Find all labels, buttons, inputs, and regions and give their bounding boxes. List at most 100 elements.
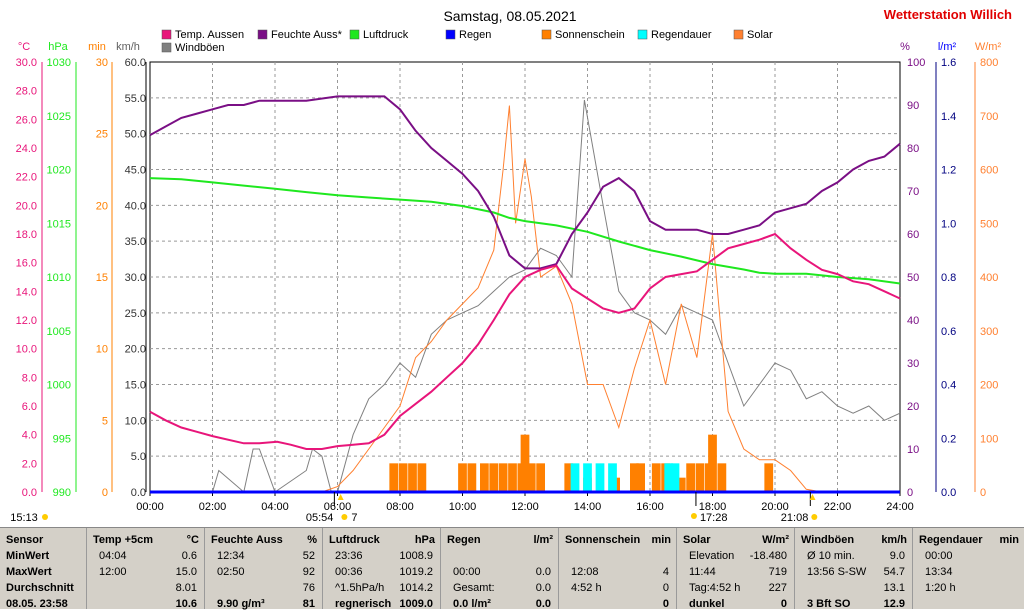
temp-tick-label: 18.0 (16, 229, 37, 241)
sunshine-bar (526, 463, 536, 492)
stats-cell-value: 8.01 (175, 582, 197, 594)
stats-cell-value: 0 (780, 598, 787, 610)
temp-tick-label: 16.0 (16, 258, 37, 270)
series-line-solar (321, 105, 822, 493)
sunrise-extra-label: 7 (351, 512, 357, 524)
x-tick-label: 00:00 (136, 501, 164, 513)
stats-cell-time: 02:50 (217, 566, 245, 578)
stats-cell-value: 0.6 (181, 550, 197, 562)
rain-tick-label: 0.6 (941, 326, 956, 338)
stats-column: Luftdruck hPa 23:36 1008.9 00:36 1019.2 ^1.5hP… (322, 528, 441, 610)
stats-cell-value: 10.6 (175, 598, 197, 610)
pressure-tick-label: 1025 (47, 111, 71, 123)
sunrise-icon (341, 514, 348, 520)
sunset-label: 21:08 (781, 512, 809, 524)
wind-tick-label: 35.0 (125, 236, 146, 248)
stats-cell-value: -18.480 (749, 550, 787, 562)
legend-swatch (733, 29, 744, 40)
stats-column-header: Solar (683, 534, 711, 546)
sunshine-bar (708, 434, 717, 492)
stats-column-header: Regendauer (919, 534, 983, 546)
wind-tick-label: 10.0 (125, 415, 146, 427)
legend-label: Regendauer (651, 29, 712, 41)
sunshine-bar (467, 463, 477, 492)
rain-tick-label: 1.2 (941, 165, 956, 177)
stats-row-label: MinWert (6, 550, 50, 562)
stats-cell-value: 1019.2 (399, 566, 433, 578)
humidity-tick-label: 90 (907, 100, 919, 112)
stats-column-unit: hPa (414, 534, 435, 546)
humidity-tick-label: 50 (907, 272, 919, 284)
stats-cell-value: 227 (768, 582, 787, 594)
stats-cell-time: 11:44 (689, 566, 716, 578)
stats-row-label: Durchschnitt (6, 582, 74, 594)
legend-label: Luftdruck (363, 29, 409, 41)
legend-swatch (541, 29, 552, 40)
raindur-bar (608, 463, 617, 492)
stats-cell-value: 12.9 (883, 598, 905, 610)
x-tick-label: 02:00 (199, 501, 227, 513)
stats-label-column: Sensor MinWert MaxWert Durchschnitt 08.0… (0, 528, 86, 610)
series-line-temp-aussen (149, 232, 901, 450)
x-tick-label: 18:00 (699, 501, 727, 513)
stats-cell-time: 23:36 (335, 550, 363, 562)
legend-swatch (637, 29, 648, 40)
pressure-tick-label: 1020 (47, 165, 71, 177)
statistics-table: Sensor MinWert MaxWert Durchschnitt 08.0… (0, 527, 1024, 610)
stats-column: Regen l/m² 00:00 0.0 Gesamt: 0.0 0.0 l/m² 0.0 (440, 528, 559, 610)
sunshine-bar (417, 463, 427, 492)
legend-label: Regen (459, 29, 491, 41)
stats-cell-value: 0.0 (535, 598, 551, 610)
sunshine-bar (686, 463, 695, 492)
humidity-tick-label: 60 (907, 229, 919, 241)
stats-column-unit: min (651, 534, 671, 546)
stats-column-header: Luftdruck (329, 534, 380, 546)
pressure-tick-label: 1010 (47, 272, 71, 284)
sun-icon (42, 514, 48, 520)
stats-cell-time: 04:04 (99, 550, 127, 562)
stats-column-unit: min (999, 534, 1019, 546)
axis-units: °C hPa min km/h% l/m² W/m² (18, 41, 1002, 53)
rain-tick-label: 0.0 (941, 487, 956, 499)
unit-label: l/m² (938, 41, 957, 53)
wind-tick-label: 60.0 (125, 57, 146, 69)
stats-column: Sonnenschein min 12:08 4 4:52 h 0 0 (558, 528, 677, 610)
stats-cell-time: 13:56 S-SW (807, 566, 867, 578)
humidity-tick-label: 80 (907, 143, 919, 155)
x-tick-label: 20:00 (761, 501, 789, 513)
stats-cell-time: 4:52 h (571, 582, 602, 594)
raindur-bar (664, 463, 674, 492)
sunshine-bar (536, 463, 545, 492)
sunshine-bar (408, 463, 417, 492)
stats-cell-value: 719 (768, 566, 787, 578)
stats-cell-time: ^1.5hPa/h (335, 582, 385, 594)
sunshine-bar (651, 463, 661, 492)
solar-tick-label: 800 (980, 57, 998, 69)
stats-cell-time: dunkel (689, 598, 725, 610)
x-tick-label: 04:00 (261, 501, 289, 513)
stats-cell-time: 1:20 h (925, 582, 956, 594)
temp-tick-label: 14.0 (16, 286, 37, 298)
stats-cell-value: 76 (302, 582, 315, 594)
stats-cell-time: 9.90 g/m³ (217, 598, 265, 610)
sunshine-bar (398, 463, 408, 492)
series-line-luftdruck (149, 177, 901, 285)
solar-tick-label: 100 (980, 433, 998, 445)
temp-tick-label: 4.0 (22, 430, 37, 442)
stats-cell-time: 00:00 (925, 550, 953, 562)
stats-cell-value: 15.0 (175, 566, 197, 578)
solar-tick-label: 400 (980, 272, 998, 284)
sunshine-bar (389, 463, 399, 492)
unit-label: W/m² (975, 41, 1002, 53)
temp-tick-label: 20.0 (16, 200, 37, 212)
wind-tick-label: 0.0 (131, 487, 146, 499)
stats-cell-value: 1014.2 (399, 582, 433, 594)
rain-tick-label: 1.4 (941, 111, 956, 123)
stats-cell-time: 0.0 l/m² (453, 598, 491, 610)
moonset-label: 17:28 (700, 512, 728, 524)
sunshine-bar (630, 463, 639, 492)
station-name: Wetterstation Willich (884, 7, 1012, 22)
sunshine-bar (508, 463, 517, 492)
rain-tick-label: 1.6 (941, 57, 956, 69)
temp-tick-label: 2.0 (22, 458, 37, 470)
